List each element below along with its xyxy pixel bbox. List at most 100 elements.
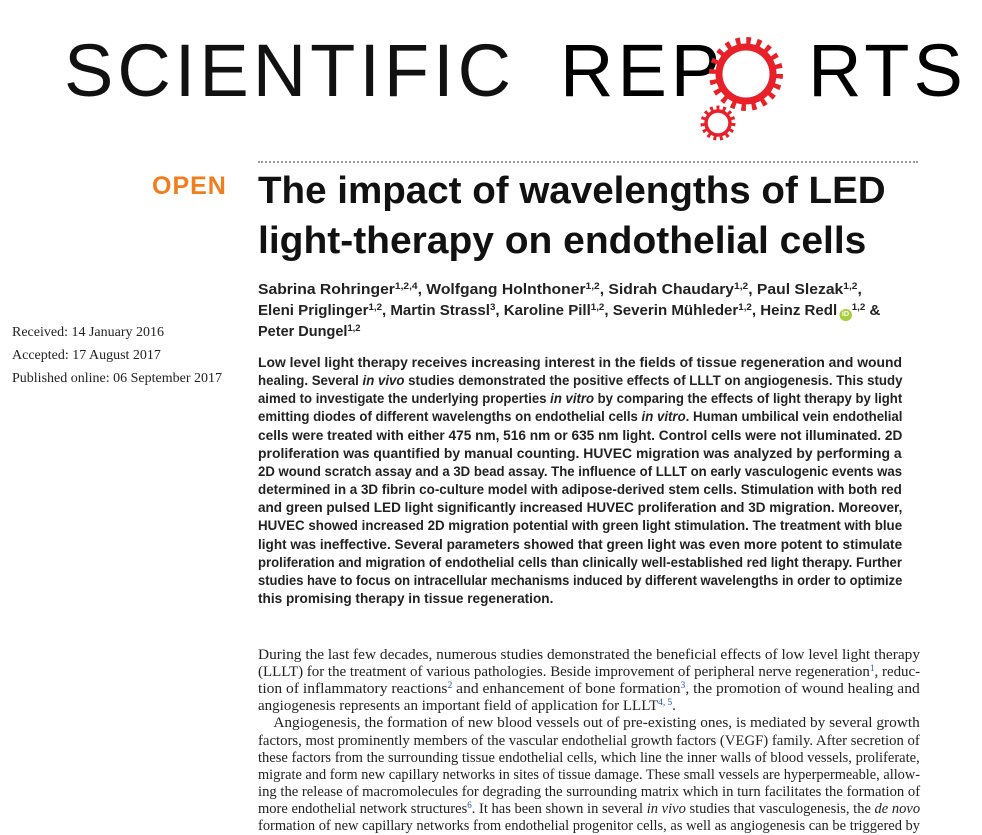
body-line: Angiogenesis, the formation of new blood… bbox=[258, 715, 920, 732]
text-segment: healing. Several bbox=[258, 373, 363, 389]
body-line: more endothelial network structures6. It… bbox=[258, 801, 920, 818]
text-segment: . Human umbilical vein endothelial bbox=[685, 409, 903, 425]
body-line: ing the release of macromolecules for de… bbox=[258, 784, 920, 801]
text-segment: , bbox=[857, 282, 862, 298]
text-segment: , reduc- bbox=[874, 664, 921, 681]
abstract-line: this promising therapy in tissue regener… bbox=[258, 591, 553, 606]
accepted-date: Accepted: 17 August 2017 bbox=[12, 348, 161, 363]
text-segment: , Sidrah Chaudary bbox=[599, 282, 735, 298]
text-segment: angiogenesis represents an important fie… bbox=[258, 698, 659, 715]
body-line: (LLLT) for the treatment of various path… bbox=[258, 664, 920, 681]
text-segment: de novo bbox=[874, 800, 921, 817]
text-segment: migrate and form new capillary networks … bbox=[258, 766, 920, 783]
abstract-line: proliferation and migration of endotheli… bbox=[258, 555, 902, 570]
reference-superscript: 1,2 bbox=[734, 279, 749, 291]
abstract-line: light was ineffective. Several parameter… bbox=[258, 537, 902, 552]
text-segment: emitting diodes of different wavelengths… bbox=[258, 409, 642, 425]
text-segment: . bbox=[672, 698, 676, 715]
text-segment: During the last few decades, numerous st… bbox=[258, 647, 921, 663]
reference-superscript[interactable]: 4, 5 bbox=[658, 698, 673, 709]
text-segment: aimed to investigate the underlying prop… bbox=[258, 391, 551, 407]
reference-superscript: 1,2 bbox=[851, 300, 866, 312]
logo-rts: RTS bbox=[808, 29, 967, 112]
text-segment: determined in a 3D fibrin co-culture mod… bbox=[258, 482, 902, 498]
text-segment: in vivo bbox=[362, 373, 405, 389]
abstract-line: studies have to focus on intracellular m… bbox=[258, 573, 902, 588]
abstract-line: determined in a 3D fibrin co-culture mod… bbox=[258, 482, 902, 497]
text-segment: , the promotion of wound healing and bbox=[685, 681, 920, 698]
text-segment: light was ineffective. Several parameter… bbox=[258, 536, 903, 552]
author-line: Sabrina Rohringer1,2,4, Wolfgang Holntho… bbox=[258, 279, 862, 298]
article-title-line: The impact of wavelengths of LED bbox=[258, 170, 886, 212]
reference-superscript: 3 bbox=[489, 300, 496, 312]
body-line: migrate and form new capillary networks … bbox=[258, 767, 920, 784]
text-segment: & bbox=[865, 303, 881, 319]
body-line: these factors from the surrounding tissu… bbox=[258, 750, 920, 767]
logo-scientific: SCIENTIFIC bbox=[64, 29, 516, 112]
reference-superscript: 1,2 bbox=[843, 279, 858, 291]
text-segment: Angiogenesis, the formation of new blood… bbox=[258, 715, 920, 732]
text-segment: proliferation and migration of endotheli… bbox=[258, 554, 902, 570]
open-access-label: OPEN bbox=[152, 172, 227, 200]
body-line: factors, most prominently members of the… bbox=[258, 733, 920, 750]
reference-superscript[interactable]: 1 bbox=[869, 663, 875, 674]
abstract-line: cells were treated with either 475 nm, 5… bbox=[258, 428, 902, 443]
text-segment: in vitro bbox=[550, 391, 595, 407]
text-segment: studies have to focus on intracellular m… bbox=[258, 572, 903, 588]
abstract-line: proliferation was quantified by manual c… bbox=[258, 446, 902, 461]
text-segment: by comparing the effects of light therap… bbox=[594, 391, 903, 407]
text-segment: Peter Dungel bbox=[258, 324, 348, 340]
text-segment: more endothelial network structures bbox=[258, 800, 468, 817]
text-segment: 2D wound scratch assay and a 3D bead ass… bbox=[258, 463, 903, 479]
small-gear-icon bbox=[700, 105, 736, 141]
abstract-line: emitting diodes of different wavelengths… bbox=[258, 409, 902, 424]
text-segment: tion of inflammatory reactions bbox=[258, 681, 448, 698]
text-segment: , Martin Strassl bbox=[382, 303, 490, 319]
reference-superscript: 1,2 bbox=[368, 300, 383, 312]
text-segment: Sabrina Rohringer bbox=[258, 282, 395, 298]
abstract-line: 2D wound scratch assay and a 3D bead ass… bbox=[258, 464, 902, 479]
text-segment: in vivo bbox=[646, 800, 686, 817]
body-line: During the last few decades, numerous st… bbox=[258, 647, 920, 664]
reference-superscript: 1,2 bbox=[585, 279, 600, 291]
text-segment: , Wolfgang Holnthoner bbox=[417, 282, 586, 298]
text-segment: proliferation was quantified by manual c… bbox=[258, 445, 902, 461]
abstract-line: HUVEC showed increased 2D migration pote… bbox=[258, 518, 902, 533]
text-segment: cells were treated with either 475 nm, 5… bbox=[258, 427, 903, 443]
text-segment: studies demonstrated the positive effect… bbox=[404, 373, 903, 389]
logo-reports: REP RTS bbox=[560, 28, 967, 113]
text-segment: ing the release of macromolecules for de… bbox=[258, 783, 921, 800]
abstract-line: healing. Several in vivo studies demonst… bbox=[258, 373, 902, 388]
reference-superscript[interactable]: 3 bbox=[680, 681, 686, 692]
abstract-line: and green pulsed LED light significantly… bbox=[258, 500, 902, 515]
text-segment: in vitro bbox=[641, 409, 686, 425]
text-segment: formation of new capillary networks from… bbox=[258, 818, 921, 834]
logo-rep: REP bbox=[560, 29, 725, 112]
text-segment: studies that vasculogenesis, the bbox=[685, 800, 875, 817]
orcid-icon[interactable]: iD bbox=[839, 309, 852, 321]
article-title-line: light-therapy on endothelial cells bbox=[258, 220, 867, 262]
text-segment: , Severin Mühleder bbox=[604, 303, 739, 319]
reference-superscript[interactable]: 2 bbox=[447, 681, 453, 692]
published-date: Published online: 06 September 2017 bbox=[12, 371, 222, 386]
body-line: formation of new capillary networks from… bbox=[258, 818, 920, 835]
text-segment: Eleni Priglinger bbox=[258, 303, 369, 319]
text-segment: (LLLT) for the treatment of various path… bbox=[258, 664, 870, 681]
body-line: angiogenesis represents an important fie… bbox=[258, 698, 676, 715]
gear-icon bbox=[709, 37, 783, 111]
text-segment: , Karoline Pill bbox=[495, 303, 591, 319]
text-segment: , Paul Slezak bbox=[748, 282, 844, 298]
reference-superscript: 1,2 bbox=[738, 300, 752, 312]
text-segment: HUVEC showed increased 2D migration pote… bbox=[258, 518, 903, 534]
text-segment: and enhancement of bone formation bbox=[452, 681, 681, 698]
reference-superscript[interactable]: 6 bbox=[467, 800, 472, 811]
abstract-line: Low level light therapy receives increas… bbox=[258, 355, 902, 370]
body-line: tion of inflammatory reactions2 and enha… bbox=[258, 681, 920, 698]
author-line: Peter Dungel1,2 bbox=[258, 321, 361, 340]
text-segment: factors, most prominently members of the… bbox=[258, 732, 920, 749]
text-segment: these factors from the surrounding tissu… bbox=[258, 749, 920, 766]
text-segment: this promising therapy in tissue regener… bbox=[258, 590, 554, 606]
reference-superscript: 1,2 bbox=[347, 321, 361, 333]
reference-superscript: 1,2,4 bbox=[394, 279, 418, 291]
text-segment: , Heinz Redl bbox=[751, 303, 838, 319]
